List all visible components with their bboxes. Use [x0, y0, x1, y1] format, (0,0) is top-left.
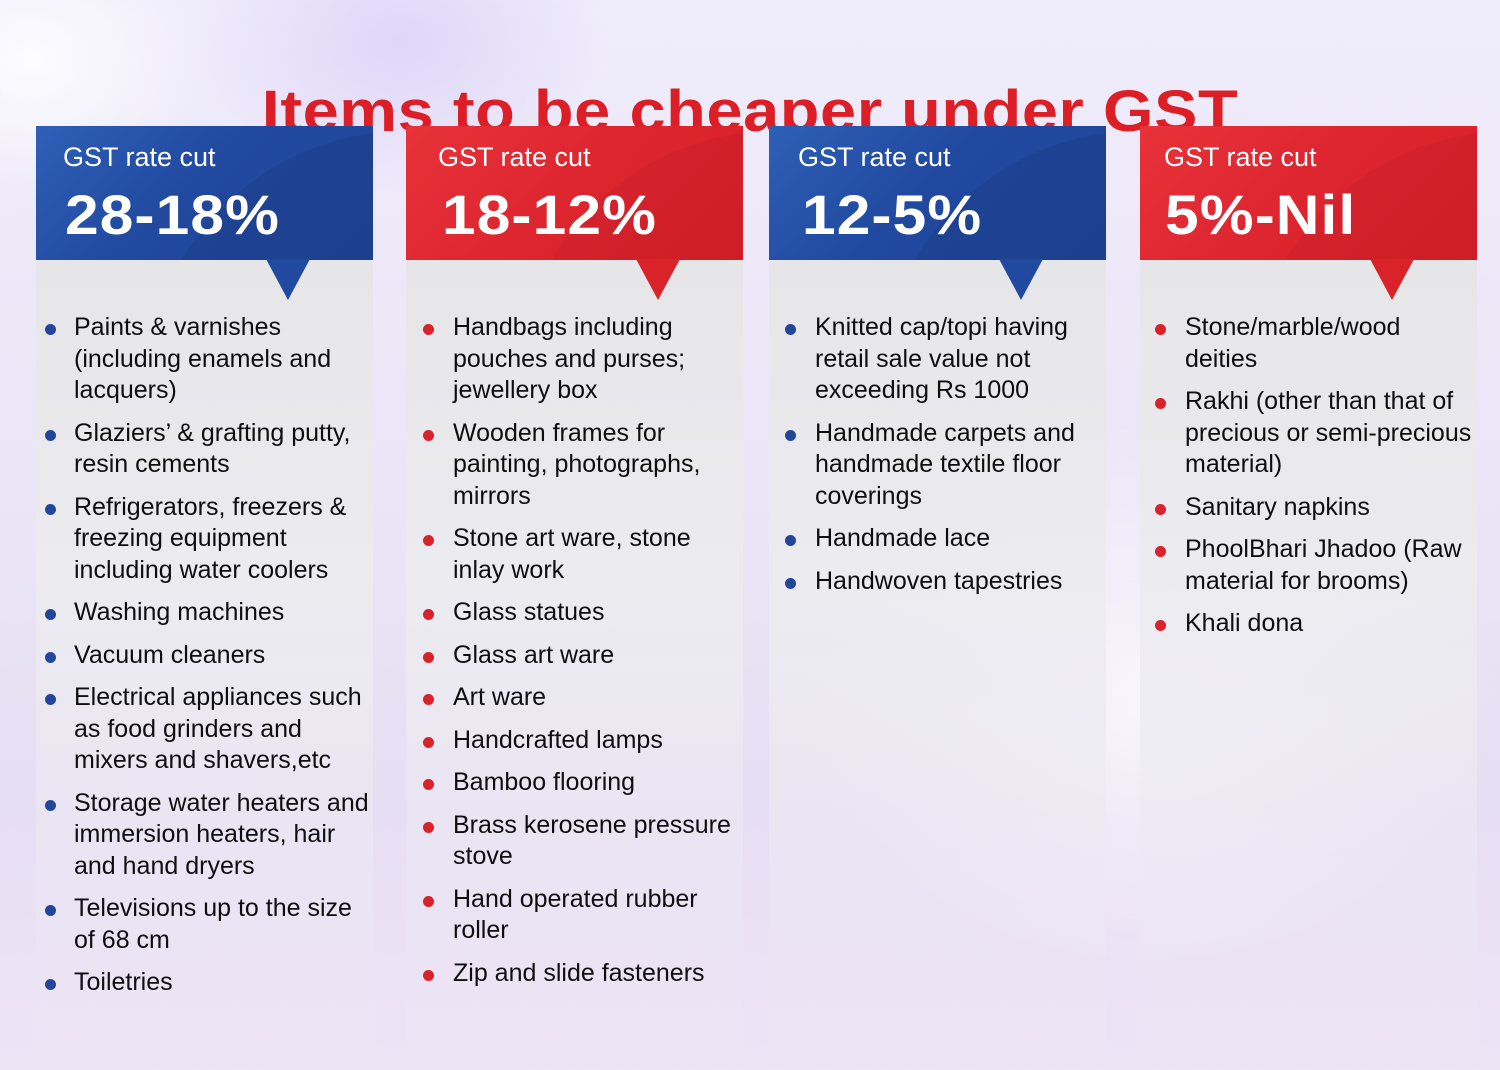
list-item: Rakhi (other than that of precious or se…	[1140, 386, 1477, 481]
list-item: Stone art ware, stone inlay work	[406, 523, 743, 586]
list-item: Glass statues	[406, 597, 743, 629]
list-item: Stone/marble/wood deities	[1140, 312, 1477, 375]
column-header: GST rate cut 18-12%	[406, 126, 743, 260]
bullet-icon	[423, 736, 434, 748]
pointer-arrow-icon	[636, 259, 680, 300]
bullet-icon	[785, 535, 796, 546]
column-label: GST rate cut	[63, 142, 216, 172]
list-item: Vacuum cleaners	[36, 640, 373, 672]
bullet-icon	[423, 694, 434, 705]
bullet-icon	[785, 324, 796, 335]
list-item: Handbags including pouches and purses; j…	[406, 312, 743, 407]
list-item: Paints & varnishes (including enamels an…	[36, 312, 373, 407]
column-5-nil: GST rate cut 5%-Nil Stone/marble/wood de…	[1140, 126, 1477, 1070]
list-item: Handmade carpets and handmade textile fl…	[769, 418, 1106, 513]
bullet-icon	[1155, 398, 1166, 409]
rate-value: 12-5%	[802, 183, 983, 246]
bullet-icon	[423, 821, 434, 833]
item-list: Knitted cap/topi having retail sale valu…	[769, 312, 1106, 608]
pointer-arrow-icon	[266, 259, 310, 300]
column-label: GST rate cut	[798, 142, 951, 172]
list-item: Knitted cap/topi having retail sale valu…	[769, 312, 1106, 407]
column-body	[769, 260, 1106, 1070]
column-header: GST rate cut 12-5%	[769, 126, 1106, 260]
list-item: Art ware	[406, 682, 743, 714]
bullet-icon	[423, 324, 434, 335]
column-label: GST rate cut	[438, 142, 591, 172]
bullet-icon	[45, 905, 56, 916]
rate-value: 18-12%	[442, 183, 657, 246]
list-item: Electrical appliances such as food grind…	[36, 682, 373, 777]
column-body	[1140, 260, 1477, 1070]
list-item: Handwoven tapestries	[769, 566, 1106, 598]
bullet-icon	[45, 694, 56, 705]
rate-value: 28-18%	[65, 183, 280, 246]
bullet-icon	[1155, 620, 1166, 631]
bullet-icon	[423, 969, 434, 981]
list-item: Televisions up to the size of 68 cm	[36, 893, 373, 956]
bullet-icon	[45, 651, 56, 663]
bullet-icon	[1155, 503, 1166, 515]
bullet-icon	[423, 651, 434, 663]
list-item: Hand operated rubber roller	[406, 884, 743, 947]
column-header: GST rate cut 5%-Nil	[1140, 126, 1477, 260]
column-18-12: GST rate cut 18-12% Handbags including p…	[406, 126, 743, 1070]
bullet-icon	[45, 979, 56, 990]
list-item: Toiletries	[36, 967, 373, 999]
bullet-icon	[45, 799, 56, 811]
column-header: GST rate cut 28-18%	[36, 126, 373, 260]
bullet-icon	[45, 503, 56, 515]
bullet-icon	[423, 609, 434, 620]
column-body	[36, 260, 373, 1070]
list-item: Glaziers’ & grafting putty, resin cement…	[36, 418, 373, 481]
rate-value: 5%-Nil	[1165, 183, 1357, 246]
bullet-icon	[785, 577, 796, 589]
list-item: Wooden frames for painting, photographs,…	[406, 418, 743, 513]
item-list: Stone/marble/wood deities Rakhi (other t…	[1140, 312, 1477, 651]
bullet-icon	[45, 324, 56, 335]
list-item: Glass art ware	[406, 640, 743, 672]
list-item: Handcrafted lamps	[406, 725, 743, 757]
list-item: Sanitary napkins	[1140, 492, 1477, 524]
bullet-icon	[1155, 546, 1166, 557]
list-item: Khali dona	[1140, 608, 1477, 640]
column-body	[406, 260, 743, 1070]
list-item: Refrigerators, freezers & freezing equip…	[36, 492, 373, 587]
bullet-icon	[785, 429, 796, 441]
pointer-arrow-icon	[999, 259, 1043, 300]
list-item: PhoolBhari Jhadoo (Raw material for broo…	[1140, 534, 1477, 597]
list-item: Zip and slide fasteners	[406, 958, 743, 990]
bullet-icon	[45, 429, 56, 441]
column-label: GST rate cut	[1164, 142, 1317, 172]
column-12-5: GST rate cut 12-5% Knitted cap/topi havi…	[769, 126, 1106, 1070]
list-item: Storage water heaters and immersion heat…	[36, 788, 373, 883]
bullet-icon	[423, 895, 434, 907]
pointer-arrow-icon	[1370, 259, 1414, 300]
item-list: Paints & varnishes (including enamels an…	[36, 312, 373, 1010]
bullet-icon	[423, 429, 434, 441]
bullet-icon	[423, 535, 434, 546]
list-item: Brass kerosene pressure stove	[406, 810, 743, 873]
bullet-icon	[1155, 324, 1166, 335]
list-item: Handmade lace	[769, 523, 1106, 555]
bullet-icon	[45, 609, 56, 620]
bullet-icon	[423, 779, 434, 790]
list-item: Washing machines	[36, 597, 373, 629]
column-28-18: GST rate cut 28-18% Paints & varnishes (…	[36, 126, 373, 1070]
list-item: Bamboo flooring	[406, 767, 743, 799]
item-list: Handbags including pouches and purses; j…	[406, 312, 743, 1000]
